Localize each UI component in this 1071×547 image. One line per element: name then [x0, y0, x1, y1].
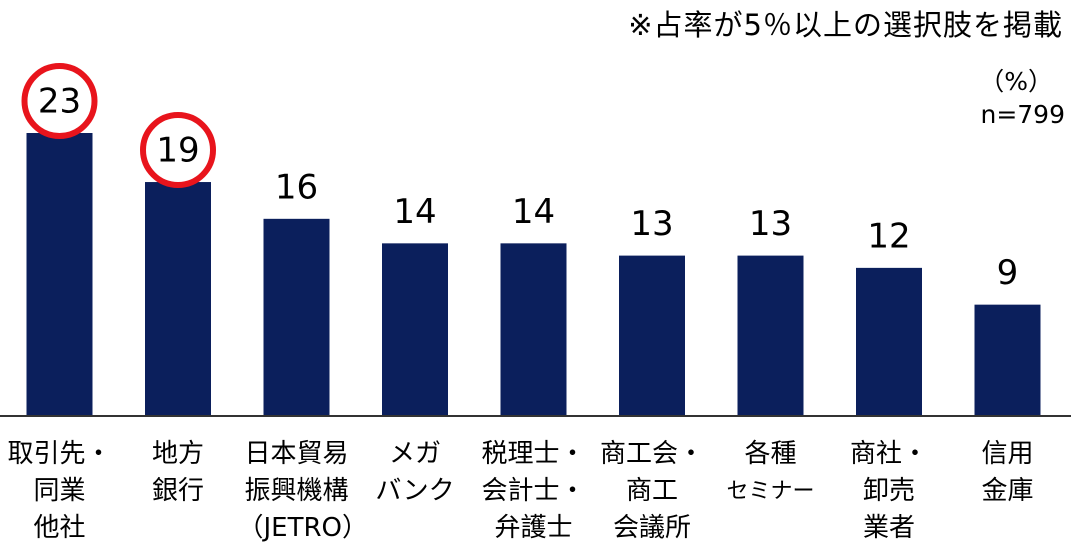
bar-4: [500, 243, 567, 415]
bar-8: [974, 304, 1041, 415]
category-label-line: メガ: [388, 439, 441, 469]
category-label-6: 各種 セミナー: [712, 436, 830, 510]
category-label-line: 各種: [744, 439, 797, 469]
data-label-8: 9: [997, 253, 1019, 293]
category-label-line: 卸売: [862, 476, 915, 506]
category-label-0: 取引先・ 同業 他社: [1, 436, 119, 547]
category-label-line: 取引先・: [7, 439, 112, 469]
category-label-line: 日本貿易: [244, 439, 349, 469]
bar-7: [856, 267, 922, 415]
footnote: ※占率が5％以上の選択肢を掲載: [628, 8, 1063, 42]
data-label-2: 16: [275, 167, 318, 207]
category-label-8: 信用 金庫: [949, 436, 1067, 510]
data-label-1: 19: [156, 131, 199, 171]
category-label-2: 日本貿易振興機構 （JETRO）: [237, 436, 369, 547]
data-label-4: 14: [512, 192, 555, 232]
category-label-line: （JETRO）: [237, 513, 369, 543]
data-label-3: 14: [393, 192, 436, 232]
data-label-5: 13: [630, 204, 673, 244]
category-label-line: 税理士・: [481, 439, 586, 469]
highlight-circle-0: [21, 63, 98, 139]
category-label-line: 金庫: [981, 476, 1034, 506]
category-label-1: 地方 銀行: [119, 436, 237, 510]
sample-size-label: n=799: [980, 100, 1065, 129]
category-label-4: 税理士・会計士・弁護士: [475, 436, 593, 547]
category-label-line: 会計士・: [481, 476, 586, 506]
category-label-line: 地方: [151, 439, 204, 469]
bar-3: [382, 243, 448, 415]
data-label-0: 23: [38, 82, 81, 122]
category-label-line: セミナー: [726, 479, 815, 504]
category-label-line: 業者: [862, 513, 915, 543]
category-label-line: 信用: [981, 439, 1034, 469]
data-label-7: 12: [867, 216, 910, 256]
bar-5: [619, 255, 685, 415]
category-label-line: 弁護士: [494, 513, 573, 543]
bar-2: [263, 218, 330, 415]
bar-0: [26, 133, 93, 415]
unit-label: （%）: [979, 67, 1053, 96]
category-label-line: 他社: [33, 513, 86, 543]
highlight-circle-1: [140, 112, 216, 189]
category-label-7: 商社・ 卸売 業者: [830, 436, 948, 547]
category-label-line: 商社・: [849, 439, 928, 469]
category-label-3: メガ バンク: [356, 436, 474, 510]
category-label-line: バンク: [375, 476, 455, 506]
category-label-line: 銀行: [151, 476, 204, 506]
category-label-line: 商工会・: [599, 439, 704, 469]
bar-6: [737, 255, 804, 415]
category-label-line: 振興機構: [244, 476, 349, 506]
category-label-line: 同業: [33, 476, 86, 506]
data-label-6: 13: [749, 204, 792, 244]
bar-1: [145, 182, 211, 415]
category-label-5: 商工会・ 商工 会議所: [593, 436, 711, 547]
category-label-line: 会議所: [612, 513, 691, 543]
category-label-line: 商工: [625, 476, 678, 506]
